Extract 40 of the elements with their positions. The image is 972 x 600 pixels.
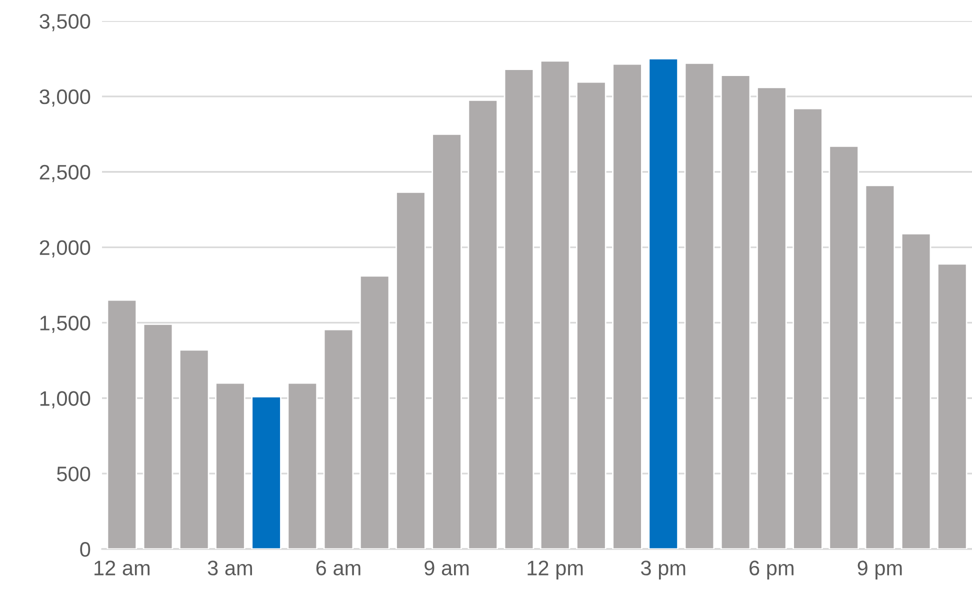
bar: [828, 146, 859, 549]
y-tick-label: 1,000: [40, 391, 90, 408]
x-tick-label: 3 am: [208, 560, 252, 576]
y-tick-label: 0: [80, 542, 90, 557]
x-tick-label: 6 am: [316, 560, 360, 576]
bar: [287, 382, 318, 549]
x-tick-label: 12 am: [94, 560, 150, 576]
bar: [720, 74, 751, 549]
y-tick-label: 1,500: [40, 316, 90, 333]
bar: [106, 299, 138, 549]
y-tick-label: 2,000: [40, 240, 90, 258]
bar: [648, 58, 679, 549]
bar: [864, 184, 896, 549]
bar: [900, 233, 932, 549]
bar: [540, 60, 570, 549]
bar: [684, 62, 715, 549]
bar: [468, 100, 498, 549]
y-tick-label: 2,500: [40, 164, 90, 182]
y-tick-label: 3,500: [40, 14, 90, 32]
bar: [323, 328, 354, 549]
x-tick-label: 12 pm: [528, 560, 583, 580]
y-tick-label: 500: [57, 466, 90, 482]
x-tick-label: 3 pm: [641, 560, 686, 580]
x-tick-label: 6 pm: [750, 560, 794, 580]
bar: [937, 263, 968, 549]
bar: [396, 192, 426, 549]
bar: [576, 81, 606, 549]
bar: [756, 86, 787, 549]
x-tick-label: 9 pm: [858, 560, 902, 580]
bar: [612, 63, 642, 549]
bar: [432, 133, 462, 549]
bar: [792, 108, 823, 549]
bar: [142, 324, 174, 549]
x-tick-label: 9 am: [424, 560, 469, 576]
bar: [178, 349, 210, 549]
bar: [504, 68, 534, 549]
bar: [251, 396, 282, 549]
bar: [359, 275, 390, 549]
y-tick-label: 3,000: [40, 89, 90, 107]
bar: [215, 382, 246, 549]
